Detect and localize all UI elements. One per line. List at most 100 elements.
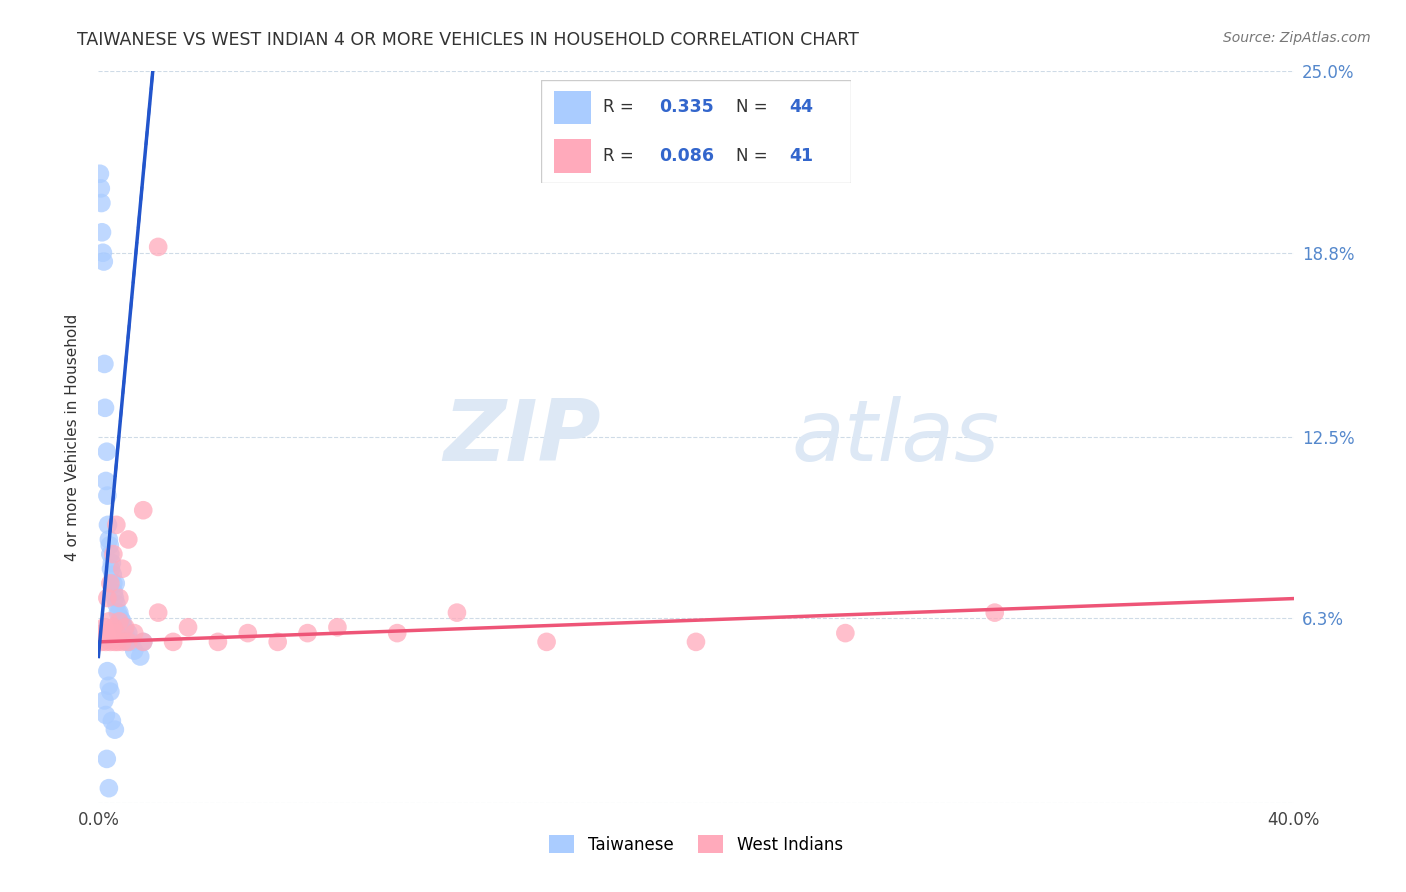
Point	[326, 620, 349, 634]
Point	[94, 708, 117, 723]
Text: TAIWANESE VS WEST INDIAN 4 OR MORE VEHICLES IN HOUSEHOLD CORRELATION CHART: TAIWANESE VS WEST INDIAN 4 OR MORE VEHIC…	[77, 31, 859, 49]
Point	[117, 533, 139, 547]
Point	[104, 723, 127, 737]
Point	[90, 181, 112, 195]
Legend: Taiwanese, West Indians: Taiwanese, West Indians	[543, 829, 849, 860]
Text: N =: N =	[737, 98, 773, 117]
Point	[120, 635, 142, 649]
Point	[124, 643, 146, 657]
Point	[104, 576, 127, 591]
Point	[103, 547, 125, 561]
Point	[148, 606, 170, 620]
Point	[685, 635, 707, 649]
Point	[111, 615, 134, 629]
Point	[96, 444, 118, 458]
Point	[91, 626, 114, 640]
Point	[98, 684, 122, 698]
Point	[107, 606, 129, 620]
Point	[103, 576, 125, 591]
Text: atlas: atlas	[792, 395, 1000, 479]
Point	[124, 626, 146, 640]
Text: N =: N =	[737, 146, 773, 165]
Point	[104, 591, 127, 605]
Point	[112, 620, 135, 634]
Point	[97, 533, 120, 547]
Text: R =: R =	[603, 146, 640, 165]
Text: 41: 41	[789, 146, 813, 165]
Point	[117, 635, 139, 649]
Point	[94, 474, 117, 488]
FancyBboxPatch shape	[554, 139, 591, 173]
Point	[103, 620, 125, 634]
Point	[148, 240, 170, 254]
Point	[297, 626, 319, 640]
Point	[98, 576, 122, 591]
Point	[132, 635, 155, 649]
Point	[96, 626, 118, 640]
Point	[98, 547, 122, 561]
FancyBboxPatch shape	[541, 80, 851, 183]
Point	[91, 245, 114, 260]
Point	[105, 517, 128, 532]
Point	[114, 626, 136, 640]
Point	[94, 401, 117, 415]
Point	[94, 635, 117, 649]
Point	[385, 626, 409, 640]
Point	[984, 606, 1007, 620]
Y-axis label: 4 or more Vehicles in Household: 4 or more Vehicles in Household	[65, 313, 80, 561]
Point	[96, 752, 118, 766]
Point	[536, 635, 558, 649]
Point	[108, 606, 131, 620]
Point	[117, 626, 139, 640]
Point	[108, 615, 131, 629]
Point	[105, 597, 128, 611]
Point	[267, 635, 290, 649]
Point	[101, 567, 124, 582]
Point	[93, 254, 115, 268]
Point	[107, 635, 129, 649]
Point	[91, 225, 114, 239]
Text: ZIP: ZIP	[443, 395, 600, 479]
Point	[96, 591, 118, 605]
Point	[100, 562, 122, 576]
Point	[97, 615, 120, 629]
Point	[97, 517, 120, 532]
Point	[96, 489, 118, 503]
Point	[90, 635, 112, 649]
Text: Source: ZipAtlas.com: Source: ZipAtlas.com	[1223, 31, 1371, 45]
Point	[101, 626, 124, 640]
Point	[97, 781, 120, 796]
Point	[89, 167, 111, 181]
FancyBboxPatch shape	[554, 91, 591, 124]
Point	[207, 635, 229, 649]
Point	[96, 664, 118, 678]
Text: R =: R =	[603, 98, 640, 117]
Point	[110, 611, 132, 625]
Point	[177, 620, 200, 634]
Point	[98, 538, 121, 552]
Point	[105, 626, 128, 640]
Point	[97, 679, 120, 693]
Point	[132, 635, 155, 649]
Point	[93, 357, 115, 371]
Point	[90, 196, 112, 211]
Point	[98, 635, 122, 649]
Point	[101, 556, 124, 570]
Text: 0.086: 0.086	[659, 146, 714, 165]
Point	[93, 620, 115, 634]
Point	[129, 649, 152, 664]
Point	[101, 714, 124, 728]
Point	[446, 606, 468, 620]
Point	[111, 635, 134, 649]
Point	[93, 693, 115, 707]
Point	[162, 635, 184, 649]
Point	[236, 626, 259, 640]
Point	[103, 585, 125, 599]
Point	[115, 635, 138, 649]
Point	[114, 620, 136, 634]
Point	[104, 635, 127, 649]
Point	[108, 591, 131, 605]
Point	[834, 626, 856, 640]
Point	[111, 562, 134, 576]
Text: 0.335: 0.335	[659, 98, 714, 117]
